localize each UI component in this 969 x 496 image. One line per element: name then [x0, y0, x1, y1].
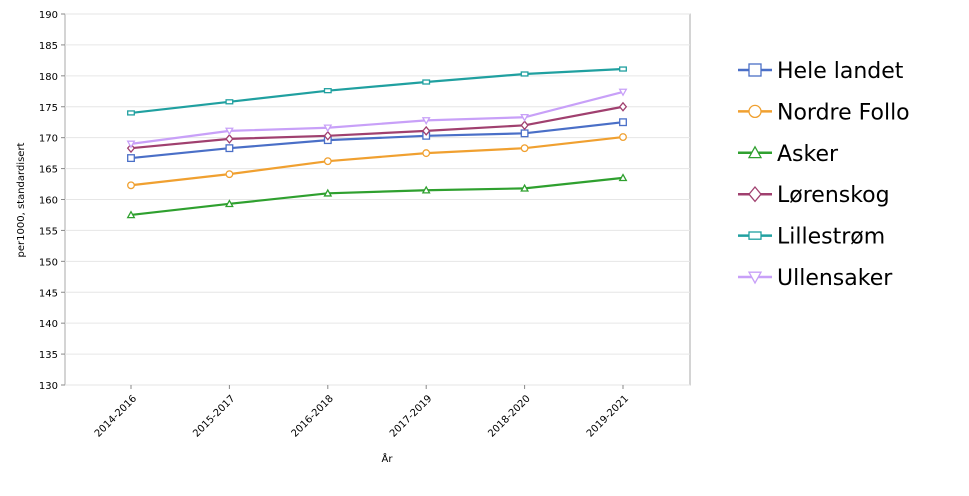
marker: [748, 63, 762, 77]
marker: [422, 125, 431, 136]
marker: [323, 188, 333, 197]
marker: [323, 130, 332, 141]
marker: [748, 104, 762, 119]
marker: [748, 185, 762, 203]
marker: [748, 231, 762, 240]
marker: [421, 117, 431, 125]
marker: [422, 149, 431, 158]
marker: [520, 183, 530, 192]
x-tick-label: 2018-2020: [486, 393, 532, 439]
x-tick-label: 2016-2018: [290, 393, 336, 439]
marker: [618, 88, 628, 97]
y-tick-label: 175: [39, 103, 58, 114]
y-tick-label: 155: [39, 226, 58, 237]
y-tick-label: 180: [39, 72, 58, 83]
series-line: [130, 90, 624, 145]
marker: [224, 127, 234, 136]
series-line: [130, 121, 624, 160]
legend-label: Lillestrøm: [777, 225, 885, 250]
series-line: [130, 135, 624, 187]
marker: [127, 181, 135, 190]
series-line: [130, 105, 624, 150]
marker: [520, 144, 529, 153]
marker: [323, 88, 332, 94]
series-line: [130, 67, 624, 115]
marker: [618, 173, 628, 182]
marker: [224, 199, 234, 208]
marker: [520, 120, 529, 131]
y-tick-label: 140: [39, 319, 58, 330]
marker: [619, 118, 627, 127]
legend-label: Ullensaker: [777, 266, 893, 291]
legend-label: Asker: [777, 142, 839, 167]
legend: Hele landet Nordre Follo Asker Lørenskog Lil…: [738, 59, 910, 291]
y-tick-label: 130: [39, 381, 58, 392]
marker: [127, 110, 135, 116]
marker: [323, 157, 332, 166]
y-tick-label: 160: [39, 196, 58, 207]
x-tick-label: 2014-2016: [93, 393, 139, 439]
y-tick-label: 185: [39, 41, 58, 52]
x-tick-label: 2019-2021: [585, 393, 631, 439]
legend-label: Nordre Follo: [777, 100, 910, 125]
marker: [225, 170, 234, 179]
marker: [421, 185, 431, 194]
marker: [323, 124, 333, 133]
marker: [619, 66, 627, 72]
y-tick-label: 190: [39, 10, 58, 21]
marker: [225, 144, 234, 153]
marker: [225, 99, 234, 105]
marker: [618, 101, 628, 112]
marker: [520, 129, 529, 138]
y-axis-label: per1000, standardisert: [16, 142, 27, 257]
x-tick-label: 2017-2019: [388, 393, 434, 439]
y-tick-label: 165: [39, 165, 58, 176]
legend-label: Hele landet: [777, 59, 904, 84]
y-tick-label: 145: [39, 288, 58, 299]
marker: [126, 210, 136, 219]
marker: [225, 133, 234, 144]
legend-label: Lørenskog: [777, 183, 890, 208]
marker: [747, 271, 763, 285]
y-tick-label: 170: [39, 134, 58, 145]
marker: [422, 79, 431, 85]
y-tick-label: 135: [39, 350, 58, 361]
marker: [127, 154, 135, 163]
marker: [619, 133, 627, 141]
x-tick-label: 2015-2017: [191, 393, 237, 439]
x-axis-label: År: [382, 452, 394, 465]
marker: [520, 71, 529, 77]
series-line: [130, 176, 624, 217]
y-tick-label: 150: [39, 257, 58, 268]
marker: [126, 140, 136, 149]
marker: [520, 113, 530, 122]
marker: [747, 145, 763, 159]
